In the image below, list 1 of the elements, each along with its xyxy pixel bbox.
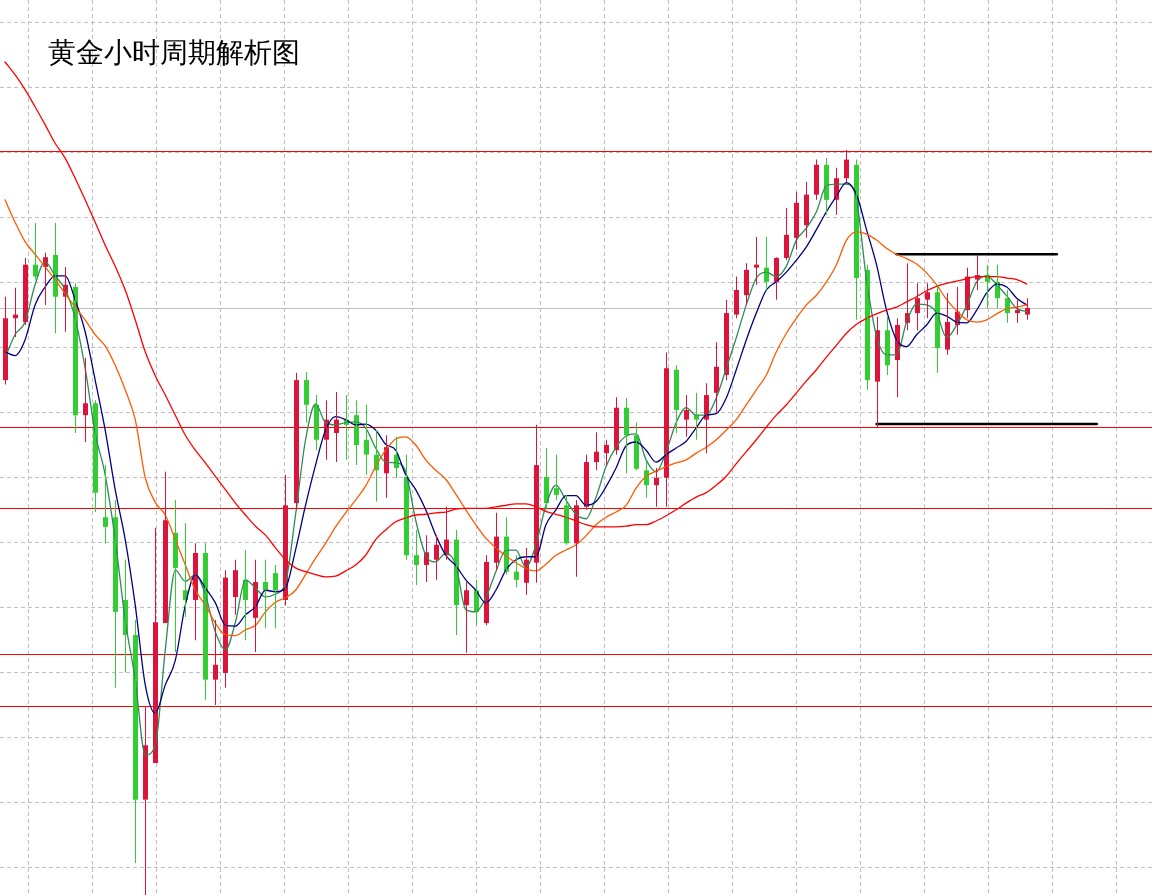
chart-title: 黄金小时周期解析图 xyxy=(48,36,300,70)
